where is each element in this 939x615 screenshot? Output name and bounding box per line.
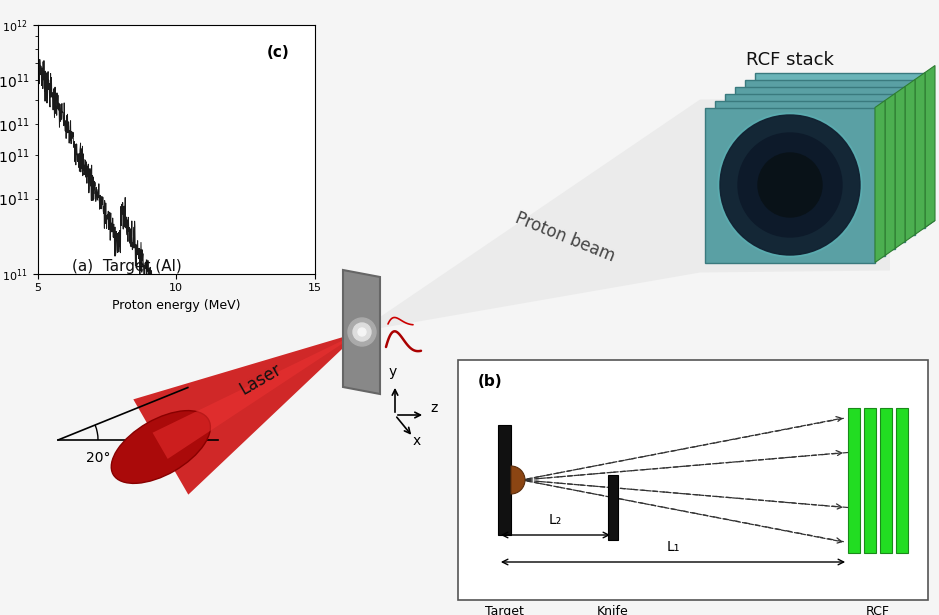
Text: (b): (b)	[478, 374, 502, 389]
Polygon shape	[896, 408, 908, 552]
Text: Target: Target	[485, 605, 524, 615]
Polygon shape	[925, 66, 935, 228]
Circle shape	[720, 115, 860, 255]
Polygon shape	[608, 475, 618, 540]
Text: L₂: L₂	[549, 513, 562, 527]
Text: Laser: Laser	[237, 360, 285, 399]
Text: z: z	[430, 401, 438, 415]
Polygon shape	[864, 408, 876, 552]
Text: (c): (c)	[268, 44, 290, 60]
Polygon shape	[915, 73, 925, 234]
Polygon shape	[152, 332, 360, 459]
Circle shape	[353, 323, 371, 341]
Text: x: x	[413, 434, 421, 448]
Polygon shape	[885, 93, 895, 255]
Polygon shape	[358, 98, 890, 332]
Circle shape	[718, 113, 862, 257]
Ellipse shape	[111, 411, 210, 483]
Polygon shape	[133, 332, 360, 494]
Polygon shape	[725, 93, 895, 248]
Polygon shape	[875, 100, 885, 263]
Polygon shape	[880, 408, 892, 552]
Text: RCF: RCF	[866, 605, 890, 615]
Text: RCF stack: RCF stack	[747, 51, 834, 69]
Polygon shape	[895, 87, 905, 248]
Circle shape	[358, 328, 366, 336]
Circle shape	[348, 318, 376, 346]
Text: 20°: 20°	[86, 451, 111, 465]
Text: Proton beam: Proton beam	[513, 209, 618, 265]
Polygon shape	[755, 221, 935, 228]
Text: L₁: L₁	[667, 540, 680, 554]
Polygon shape	[905, 79, 915, 242]
Polygon shape	[735, 87, 905, 242]
Polygon shape	[705, 108, 875, 263]
Text: (a)  Target (Al): (a) Target (Al)	[72, 260, 182, 274]
Circle shape	[738, 133, 842, 237]
Polygon shape	[755, 73, 925, 228]
Polygon shape	[343, 270, 380, 394]
Polygon shape	[848, 408, 860, 552]
X-axis label: Proton energy (MeV): Proton energy (MeV)	[112, 299, 240, 312]
Circle shape	[758, 153, 822, 217]
Text: y: y	[389, 365, 397, 379]
Polygon shape	[715, 100, 885, 255]
Wedge shape	[511, 466, 525, 494]
Polygon shape	[745, 79, 915, 234]
Polygon shape	[458, 360, 928, 600]
Polygon shape	[498, 425, 511, 535]
Text: Knife: Knife	[597, 605, 629, 615]
